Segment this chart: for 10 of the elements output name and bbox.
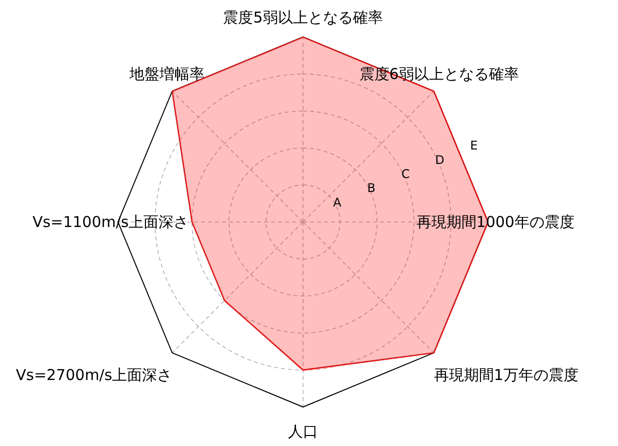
y-tick-label: E — [470, 138, 478, 153]
y-tick-label: C — [401, 166, 410, 181]
spoke-label: 再現期間1万年の震度 — [434, 366, 578, 384]
spoke-label: 人口 — [288, 422, 318, 440]
y-tick-label: D — [435, 152, 444, 167]
spoke-label: 震度5弱以上となる確率 — [223, 8, 383, 27]
y-tick-label: A — [333, 195, 342, 210]
y-tick-label: B — [367, 181, 376, 196]
spoke-label: 地盤増幅率 — [128, 64, 204, 83]
spoke-label: Vs=2700m/s上面深さ — [16, 366, 172, 384]
